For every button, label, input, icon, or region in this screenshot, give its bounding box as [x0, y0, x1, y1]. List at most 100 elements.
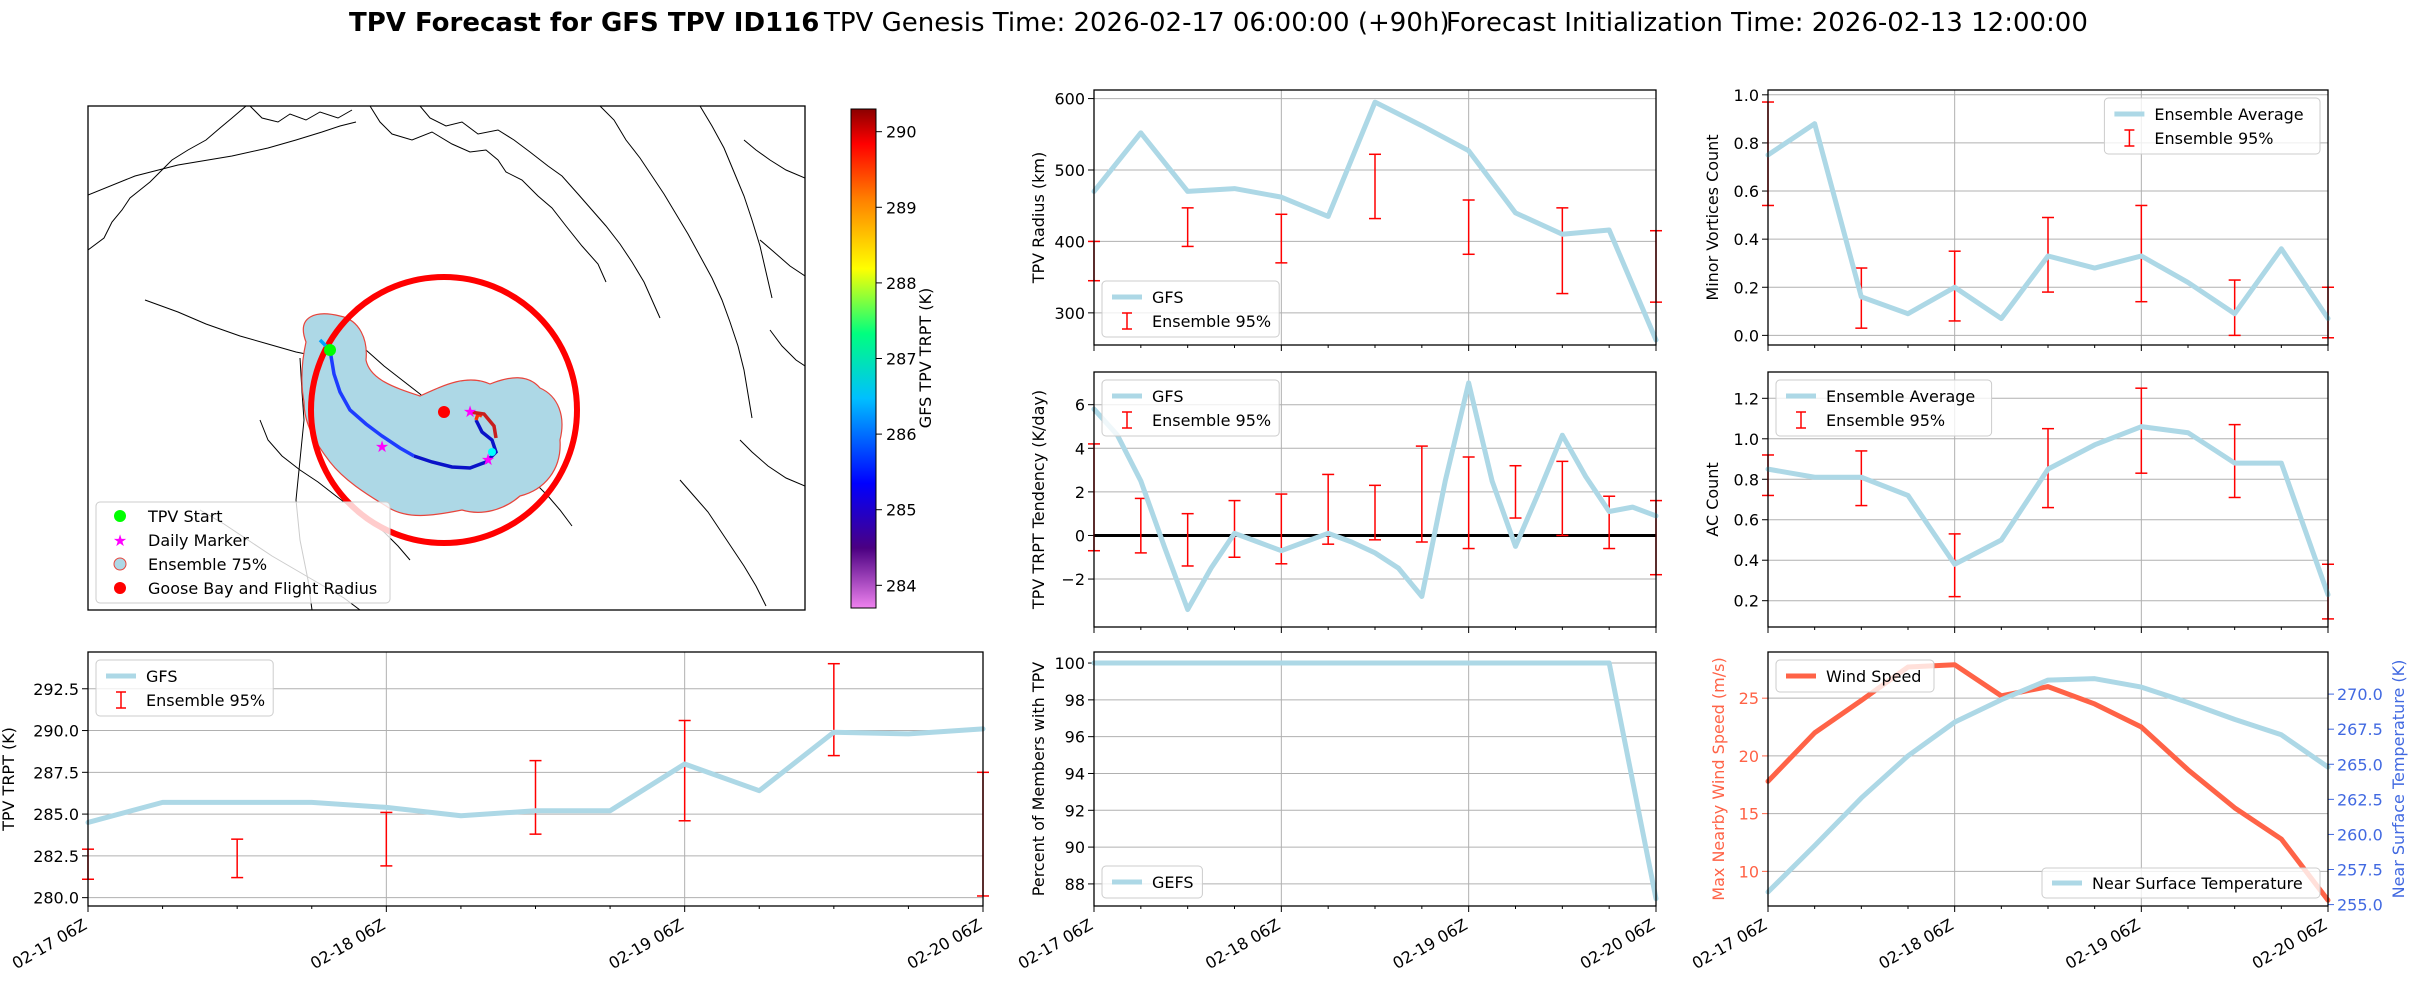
figure-header: TPV Forecast for GFS TPV ID116 TPV Genes…	[349, 8, 2088, 38]
y2-tick-label: 267.5	[2337, 720, 2383, 739]
legend-label: Ensemble 75%	[148, 555, 267, 574]
y-tick-label: 280.0	[33, 889, 79, 908]
tpv-track-west	[328, 349, 415, 458]
track-end-marker	[488, 448, 496, 456]
y-tick-label: 0.2	[1734, 278, 1759, 297]
coastline	[88, 106, 247, 251]
y-axis-label: Minor Vortices Count	[1703, 134, 1722, 300]
y-tick-label: 0.8	[1734, 134, 1759, 153]
coastline	[769, 329, 805, 367]
legend-box	[2041, 867, 2321, 899]
legend-label: Ensemble 95%	[2154, 129, 2273, 148]
legend-label: Wind Speed	[1826, 667, 1921, 686]
series-line	[1765, 662, 2331, 903]
legend-label: Ensemble 95%	[1152, 312, 1271, 331]
legend-label: GEFS	[1152, 873, 1194, 892]
axes-frame	[1093, 651, 1657, 907]
legend-label: Ensemble 95%	[1826, 411, 1945, 430]
colorbar-tick-label: 288	[886, 274, 917, 293]
y2-axis-label: Near Surface Temperature (K)	[2389, 660, 2408, 899]
x-tick-label: 02-20 06Z	[904, 915, 985, 973]
panel-ac-count: 0.2 0.4 0.6 0.8 1.0 1.2 AC Count Ensemble Avera…	[1703, 371, 2334, 633]
x-tick-label: 02-18 06Z	[307, 915, 388, 973]
legend-box	[1101, 865, 1203, 899]
colorbar-tick-label: 287	[886, 350, 917, 369]
y-tick-label: 100	[1054, 654, 1085, 673]
y-tick-label: 0.8	[1734, 470, 1759, 489]
y2-tick-label: 260.0	[2337, 825, 2383, 844]
legend-label: TPV Start	[147, 507, 223, 526]
map-legend: TPV Start ★ Daily Marker Ensemble 75% Go…	[95, 501, 391, 604]
y-tick-label: 6	[1075, 396, 1085, 415]
legend-red-dot	[114, 582, 126, 594]
coastline	[743, 139, 805, 179]
y-tick-label: 90	[1065, 838, 1085, 857]
y-tick-label: 0.4	[1734, 551, 1759, 570]
y-axis-label: TPV Radius (km)	[1029, 152, 1048, 285]
legend-label: Ensemble 95%	[1152, 411, 1271, 430]
coastline	[739, 439, 805, 487]
legend-box	[1101, 280, 1280, 338]
x-tick-label: 02-17 06Z	[1015, 915, 1096, 973]
goose-bay-marker	[438, 406, 450, 418]
axes-frame	[1767, 371, 2329, 628]
legend-label: GFS	[146, 667, 177, 686]
panel-minor-vortices: 0.0 0.2 0.4 0.6 0.8 1.0 Minor Vortices Count En…	[1703, 86, 2334, 351]
legend-label: Ensemble Average	[1826, 387, 1975, 406]
y-tick-label: 88	[1065, 875, 1085, 894]
x-tick-label: 02-19 06Z	[605, 915, 686, 973]
y-tick-label: 285.0	[33, 805, 79, 824]
y-tick-label: 1.0	[1734, 86, 1759, 105]
y2-tick-label: 265.0	[2337, 755, 2383, 774]
coastline	[599, 106, 753, 419]
axes-frame	[1767, 651, 2329, 907]
boundary-line	[88, 121, 357, 196]
map-panel: ★ ★ ★ TPV Start ★ Daily Marker Ensemble …	[87, 105, 935, 611]
x-tick-label: 02-20 06Z	[1577, 915, 1658, 973]
y-axis-label: AC Count	[1703, 462, 1722, 536]
panel-percent-members: 02-17 06Z 02-18 06Z 02-19 06Z 02-20 06Z 88 90…	[1015, 651, 1659, 973]
init-time: Forecast Initialization Time: 2026-02-13…	[1446, 8, 2088, 38]
y-axis-label: Max Nearby Wind Speed (m/s)	[1709, 657, 1728, 900]
colorbar-ticks: 284 285 286 287 288 289 290	[876, 123, 917, 595]
legend-label: GFS	[1152, 387, 1183, 406]
daily-marker-star: ★	[375, 437, 389, 456]
y-tick-label: 1.2	[1734, 389, 1759, 408]
coastline	[369, 106, 607, 283]
tpv-start-marker	[324, 344, 336, 356]
colorbar-tick-label: 285	[886, 501, 917, 520]
x-tick-label: 02-18 06Z	[1875, 915, 1956, 973]
y-tick-label: 282.5	[33, 847, 79, 866]
y-tick-label: 0	[1075, 526, 1085, 545]
legend-green-dot	[114, 510, 126, 522]
map-legend-box	[95, 501, 391, 604]
colorbar-tick-label: 289	[886, 198, 917, 217]
tpv-track-hook	[469, 410, 498, 439]
y-tick-label: 25	[1739, 689, 1759, 708]
y-tick-label: 400	[1054, 232, 1085, 251]
legend-box	[1775, 659, 1935, 693]
x-tick-label: 02-17 06Z	[1689, 915, 1770, 973]
y2-tick-label: 270.0	[2337, 685, 2383, 704]
series-line-secondary	[1765, 676, 2331, 895]
legend-label: Daily Marker	[148, 531, 249, 550]
y-tick-label: −2	[1061, 570, 1085, 589]
series-line	[85, 726, 986, 825]
legend-box	[1101, 379, 1280, 437]
figure-title: TPV Forecast for GFS TPV ID116	[349, 8, 819, 38]
y2-tick-label: 255.0	[2337, 896, 2383, 915]
legend-label: Ensemble 95%	[146, 691, 265, 710]
legend-magenta-star: ★	[113, 531, 127, 550]
axes-frame	[1093, 371, 1657, 628]
series-line	[1091, 380, 1659, 613]
y-tick-label: 92	[1065, 801, 1085, 820]
y-tick-label: 96	[1065, 728, 1085, 747]
y-tick-label: 292.5	[33, 680, 79, 699]
legend-box	[2103, 97, 2321, 155]
panel-tpv-trpt: 02-17 06Z 02-18 06Z 02-19 06Z 02-20 06Z 280.…	[0, 651, 989, 973]
series-line	[1765, 121, 2331, 322]
legend-label: Near Surface Temperature	[2092, 874, 2303, 893]
ensemble-75-area	[301, 313, 563, 517]
colorbar-gradient	[850, 108, 877, 609]
colorbar-label: GFS TPV TRPT (K)	[916, 288, 935, 428]
